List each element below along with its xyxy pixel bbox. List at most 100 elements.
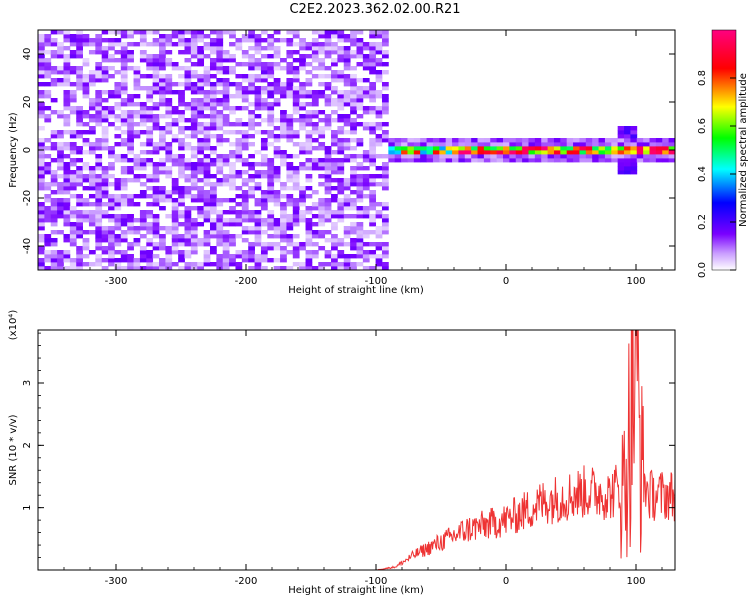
- heatmap-cell: [38, 186, 45, 191]
- heatmap-cell: [57, 54, 64, 59]
- heatmap-cell: [133, 66, 141, 71]
- heatmap-cell: [50, 42, 58, 47]
- heatmap-cell: [592, 142, 599, 147]
- heatmap-cell: [273, 78, 281, 83]
- heatmap-cell: [165, 126, 173, 131]
- heatmap-cell: [178, 66, 185, 71]
- heatmap-cell: [592, 154, 599, 159]
- heatmap-cell: [267, 162, 275, 167]
- heatmap-cell: [190, 30, 198, 35]
- heatmap-cell: [114, 214, 122, 219]
- heatmap-cell: [420, 150, 427, 155]
- heatmap-cell: [280, 234, 287, 239]
- heatmap-cell: [292, 206, 300, 211]
- heatmap-cell: [566, 150, 574, 155]
- heatmap-cell: [152, 214, 160, 219]
- heatmap-cell: [241, 202, 249, 207]
- heatmap-cell: [171, 250, 179, 255]
- heatmap-cell: [350, 238, 357, 243]
- heatmap-cell: [159, 50, 166, 55]
- heatmap-cell: [286, 126, 294, 131]
- heatmap-cell: [350, 74, 357, 79]
- heatmap-cell: [95, 202, 103, 207]
- heatmap-cell: [260, 222, 268, 227]
- heatmap-cell: [146, 194, 154, 199]
- heatmap-cell: [165, 170, 173, 175]
- heatmap-cell: [203, 234, 211, 239]
- heatmap-cell: [375, 106, 383, 111]
- heatmap-cell: [318, 66, 326, 71]
- heatmap-cell: [95, 210, 103, 215]
- heatmap-cell: [165, 246, 173, 251]
- heatmap-cell: [216, 118, 224, 123]
- heatmap-cell: [159, 46, 166, 51]
- heatmap-cell: [222, 174, 230, 179]
- heatmap-cell: [566, 158, 574, 163]
- heatmap-cell: [133, 178, 141, 183]
- heatmap-cell: [343, 58, 351, 63]
- heatmap-cell: [248, 82, 255, 87]
- heatmap-cell: [38, 54, 45, 59]
- heatmap-cell: [197, 170, 205, 175]
- heatmap-cell: [299, 142, 306, 147]
- heatmap-cell: [375, 90, 383, 95]
- heatmap-cell: [222, 254, 230, 259]
- heatmap-cell: [280, 210, 287, 215]
- heatmap-cell: [413, 154, 421, 159]
- heatmap-cell: [114, 102, 122, 107]
- heatmap-cell: [477, 150, 485, 155]
- heatmap-cell: [369, 126, 377, 131]
- heatmap-cell: [152, 42, 160, 47]
- heatmap-cell: [101, 114, 109, 119]
- heatmap-cell: [260, 174, 268, 179]
- heatmap-cell: [324, 262, 332, 267]
- heatmap-cell: [248, 226, 255, 231]
- heatmap-cell: [178, 154, 185, 159]
- heatmap-cell: [362, 86, 370, 91]
- heatmap-cell: [343, 230, 351, 235]
- heatmap-cell: [241, 90, 249, 95]
- heatmap-cell: [114, 58, 122, 63]
- heatmap-cell: [190, 182, 198, 187]
- heatmap-cell: [273, 178, 281, 183]
- bottom-x-ticks: -300 -200 -100 0 100: [37, 330, 663, 587]
- heatmap-cell: [280, 86, 287, 91]
- heatmap-cell: [381, 54, 389, 59]
- heatmap-cell: [82, 186, 90, 191]
- heatmap-cell: [44, 50, 52, 55]
- heatmap-cell: [139, 210, 147, 215]
- heatmap-cell: [76, 230, 83, 235]
- snr-panel: -300 -200 -100 0 100 123 Height of straight …: [8, 310, 676, 596]
- heatmap-cell: [190, 110, 198, 115]
- heatmap-cell: [76, 222, 83, 227]
- heatmap-cell: [146, 150, 154, 155]
- heatmap-cell: [69, 210, 77, 215]
- heatmap-cell: [38, 138, 45, 143]
- heatmap-cell: [184, 38, 192, 43]
- heatmap-cell: [120, 170, 128, 175]
- heatmap-cell: [553, 142, 561, 147]
- heatmap-cell: [350, 34, 357, 39]
- heatmap-cell: [388, 142, 396, 147]
- heatmap-cell: [375, 174, 383, 179]
- heatmap-cell: [604, 158, 612, 163]
- heatmap-cell: [209, 50, 217, 55]
- heatmap-cell: [598, 150, 606, 155]
- heatmap-cell: [203, 122, 211, 127]
- heatmap-cell: [159, 266, 166, 270]
- heatmap-cell: [44, 234, 52, 239]
- heatmap-cell: [69, 150, 77, 155]
- heatmap-cell: [108, 202, 115, 207]
- heatmap-cell: [381, 262, 389, 267]
- heatmap-cell: [139, 218, 147, 223]
- heatmap-cell: [165, 74, 173, 79]
- heatmap-cell: [592, 158, 599, 163]
- heatmap-cell: [305, 114, 313, 119]
- heatmap-cell: [57, 66, 64, 71]
- heatmap-cell: [305, 254, 313, 259]
- heatmap-cell: [146, 266, 154, 270]
- heatmap-cell: [381, 50, 389, 55]
- y-tick-label: -20: [22, 190, 33, 206]
- heatmap-cell: [280, 218, 287, 223]
- heatmap-cell: [381, 98, 389, 103]
